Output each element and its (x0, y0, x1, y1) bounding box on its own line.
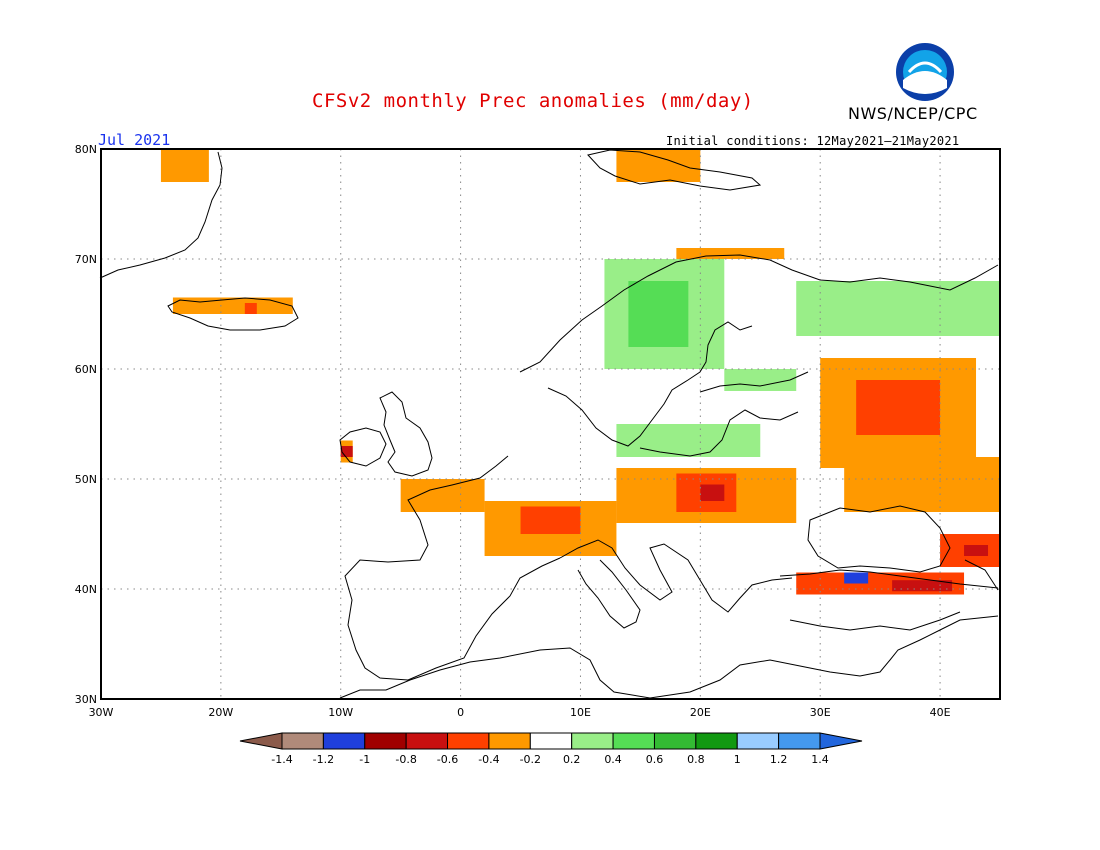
caspian-coast (964, 559, 999, 591)
turkey-south-coast (789, 611, 961, 631)
colorbar-label: 1.4 (811, 753, 829, 766)
sweden-coast (547, 321, 753, 447)
anomaly-region (520, 506, 581, 534)
colorbar-label: 0.8 (687, 753, 705, 766)
colorbar-label: -0.6 (437, 753, 458, 766)
colorbar-swatch (405, 732, 449, 750)
anomaly-region (172, 297, 293, 314)
lat-tick-label: 60N (75, 363, 97, 376)
north-africa-coast (339, 615, 999, 699)
lon-tick-label: 40E (930, 706, 951, 719)
colorbar-label: 0.2 (563, 753, 581, 766)
valid-month-label: Jul 2021 (98, 131, 171, 149)
lon-tick-label: 20W (208, 706, 233, 719)
lat-tick-labels: 30N 40N 50N 60N 70N 80N (75, 143, 97, 706)
turkey-coast (779, 569, 999, 589)
colorbar: -1.4 -1.2 -1 -0.8 -0.6 -0.4 -0.2 0.2 0.4 0.6 0.8 1 1… (239, 732, 863, 766)
anomaly-region (244, 303, 257, 314)
colorbar-label: -0.4 (478, 753, 499, 766)
baltic-coast (639, 409, 799, 457)
europe-west-coast (344, 455, 561, 681)
lat-tick-label: 70N (75, 253, 97, 266)
colorbar-label: 1 (734, 753, 741, 766)
colorbar-swatch (488, 732, 531, 750)
colorbar-swatch (778, 732, 821, 750)
greenland-coast (99, 151, 223, 279)
colorbar-swatch (612, 732, 655, 750)
colorbar-arrow-low (239, 732, 283, 750)
lon-tick-label: 0 (457, 706, 464, 719)
lon-tick-labels: 30W 20W 10W 0 10E 20E 30E 40E (89, 706, 951, 719)
lon-tick-label: 10W (328, 706, 353, 719)
colorbar-label: -1.4 (271, 753, 292, 766)
svalbard-coast (587, 149, 762, 191)
colorbar-swatch (322, 732, 366, 750)
anomaly-region (340, 446, 353, 457)
anomaly-region (856, 380, 941, 435)
colorbar-label: -0.8 (395, 753, 416, 766)
italy-coast (577, 559, 641, 629)
colorbar-label: -0.2 (520, 753, 541, 766)
black-sea-coast (807, 505, 951, 573)
anomaly-region (796, 281, 1000, 336)
map-frame (100, 148, 1001, 700)
colorbar-arrow-high (819, 732, 863, 750)
anomaly-region (616, 149, 701, 182)
colorbar-label: -1 (359, 753, 370, 766)
lon-tick-label: 20E (690, 706, 711, 719)
lon-tick-label: 30E (810, 706, 831, 719)
colorbar-swatch (571, 732, 614, 750)
anomaly-region (964, 545, 989, 556)
colorbar-label: 0.6 (646, 753, 664, 766)
anomaly-region (628, 281, 689, 347)
organization-label: NWS/NCEP/CPC (848, 104, 978, 123)
anomaly-layer (160, 149, 1000, 595)
colorbar-label: 1.2 (770, 753, 788, 766)
coastline-layer (99, 149, 999, 699)
lat-tick-label: 40N (75, 583, 97, 596)
colorbar-label: 0.4 (604, 753, 622, 766)
lat-tick-label: 80N (75, 143, 97, 156)
mediterranean-north-coast (559, 539, 793, 613)
gulf-finland-coast (699, 371, 809, 393)
britain-coast (379, 391, 433, 477)
anomaly-region (400, 479, 485, 512)
initial-conditions-label: Initial conditions: 12May2021–21May2021 (666, 134, 960, 148)
lat-tick-label: 50N (75, 473, 97, 486)
iceland-coast (167, 297, 299, 331)
anomaly-region (844, 457, 1000, 512)
scandinavia-coast (519, 254, 999, 373)
ireland-coast (339, 427, 387, 467)
anomaly-region (844, 572, 869, 584)
anomaly-region (616, 424, 761, 457)
anomaly-region (676, 248, 785, 259)
lat-tick-label: 30N (75, 693, 97, 706)
chart-title: CFSv2 monthly Prec anomalies (mm/day) (312, 90, 754, 112)
colorbar-swatch (529, 732, 573, 750)
noaa-logo-icon (896, 43, 954, 101)
anomaly-region (724, 369, 797, 391)
anomaly-region (892, 580, 953, 592)
colorbar-label: -1.2 (313, 753, 334, 766)
lon-tick-label: 10E (570, 706, 591, 719)
anomaly-region (160, 149, 209, 182)
lon-tick-label: 30W (89, 706, 114, 719)
colorbar-swatch (364, 732, 407, 750)
colorbar-swatch (447, 732, 490, 750)
colorbar-swatch (281, 732, 324, 750)
grid-layer (101, 149, 1000, 699)
anomaly-region (700, 484, 725, 501)
colorbar-swatch (653, 732, 697, 750)
colorbar-swatch (695, 732, 738, 750)
colorbar-swatch (736, 732, 780, 750)
